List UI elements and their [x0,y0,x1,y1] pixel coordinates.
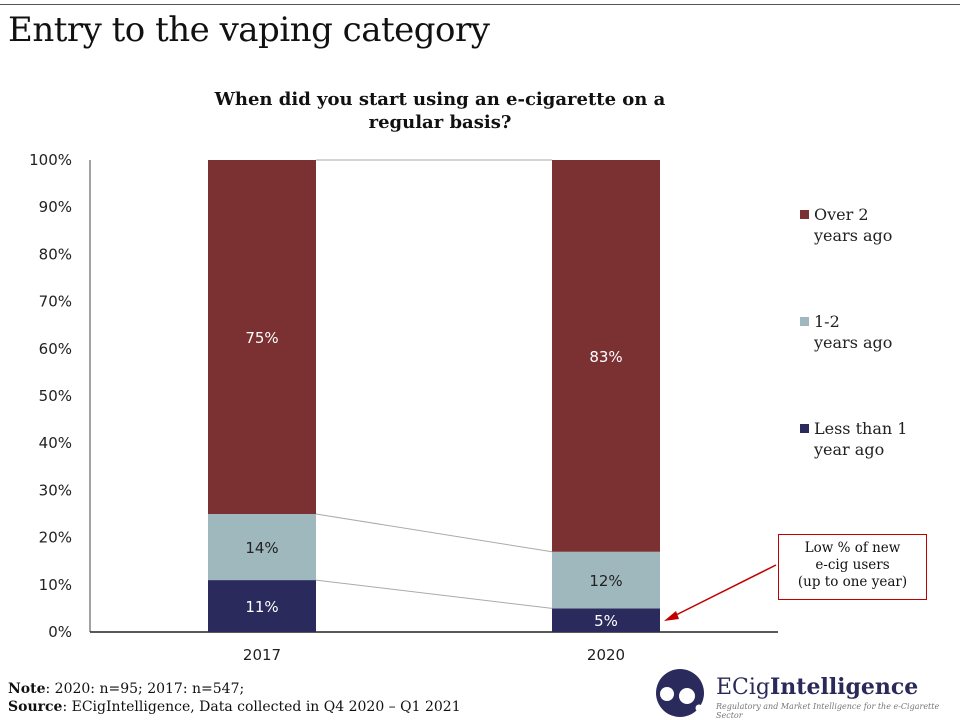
y-tick-label: 0% [48,623,72,641]
data-label: 12% [589,572,622,590]
series-connector-line [315,513,553,553]
y-tick-label: 40% [39,434,72,452]
x-tick-label: 2017 [243,646,281,664]
logo-icon [656,669,704,717]
bar-segment [208,160,316,514]
legend-swatch [800,317,809,326]
data-label: 14% [245,539,278,557]
callout-box: Low % of new e-cig users (up to one year… [778,534,927,600]
legend-label: 1-2 [814,312,840,331]
legend-label: Less than 1 [814,419,908,438]
note-text: : 2020: n=95; 2017: n=547; [45,681,245,697]
y-tick-label: 100% [29,151,72,169]
bar-segment [208,580,316,632]
legend-item-less-than-1-year: Less than 1 year ago [800,418,907,460]
data-label: 75% [245,329,278,347]
top-rule [0,4,960,5]
data-label: 83% [589,348,622,366]
bar-segment [208,514,316,581]
callout-text: (up to one year) [797,574,908,590]
series-connector-line [315,579,553,609]
source-label: Source [8,699,63,715]
page-title: Entry to the vaping category [8,10,490,50]
legend-label: Over 2 [814,205,869,224]
legend-item-1-2-years: 1-2 years ago [800,311,892,353]
bar-segment [552,160,660,552]
legend-label: years ago [814,226,893,245]
y-tick-label: 80% [39,245,72,263]
data-label: 5% [594,612,618,630]
legend-swatch [800,210,809,219]
source-text: : ECigIntelligence, Data collected in Q4… [62,699,461,715]
y-tick-label: 30% [39,481,72,499]
legend-label: years ago [814,333,893,352]
y-tick-label: 50% [39,387,72,405]
y-tick-label: 70% [39,293,72,311]
y-tick-label: 60% [39,340,72,358]
callout-arrowhead-icon [664,611,679,621]
note-label: Note [8,681,46,697]
footnote: Note: 2020: n=95; 2017: n=547; Source: E… [8,680,461,716]
legend-swatch [800,424,809,433]
callout-text: Low % of new [804,540,901,556]
bar-segment [552,608,660,632]
y-tick-label: 10% [39,576,72,594]
legend-item-over-2-years: Over 2 years ago [800,204,892,246]
callout-arrow-line [671,564,777,618]
y-tick-label: 90% [39,198,72,216]
logo-tagline: Regulatory and Market Intelligence for t… [716,702,940,720]
x-tick-label: 2020 [587,646,625,664]
chart-title: When did you start using an e-cigarette … [214,89,666,133]
logo-brand: ECigIntelligence [716,674,919,700]
bar-segment [552,551,660,609]
y-tick-label: 20% [39,529,72,547]
legend-label: year ago [814,440,885,459]
callout-text: e-cig users [815,557,890,573]
data-label: 11% [245,598,278,616]
